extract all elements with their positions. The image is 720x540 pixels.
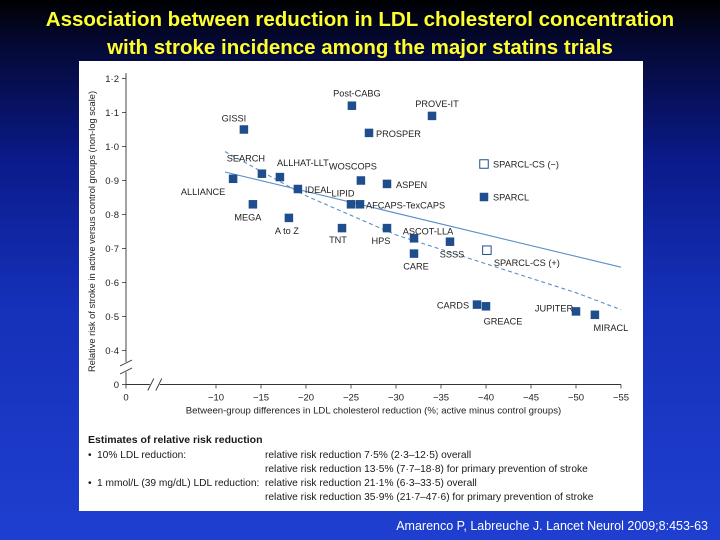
- estimates-row-label: 10% LDL reduction:: [97, 450, 187, 461]
- estimates-row-text: relative risk reduction 35·9% (21·7–47·6…: [265, 492, 594, 503]
- y-tick-label: 1·1: [105, 108, 119, 119]
- point-label-prove-it: PROVE-IT: [415, 99, 459, 109]
- slide-title-line2: with stroke incidence among the major st…: [107, 36, 613, 59]
- y-tick-label: 0·8: [105, 210, 119, 221]
- point-prove-it: [427, 111, 437, 121]
- point-label-care: CARE: [403, 262, 429, 272]
- estimates-bullet: •: [88, 450, 92, 461]
- point-lipid: [346, 200, 356, 209]
- x-axis-break-slash: [155, 378, 163, 391]
- point-label-prosper: PROSPER: [376, 129, 421, 139]
- point-label-a-to-z: A to Z: [275, 226, 299, 236]
- point-label-afcaps-texcaps: AFCAPS-TexCAPS: [366, 200, 445, 210]
- point-miracl: [590, 310, 600, 320]
- x-tick-label: −20: [298, 393, 314, 404]
- y-tick-label: 0: [114, 380, 119, 391]
- point-label-cards: CARDS: [437, 301, 469, 311]
- y-tick-label: 0·5: [105, 312, 119, 323]
- point-ssss: [445, 237, 455, 246]
- point-search: [257, 169, 267, 178]
- y-tick-label: 1·0: [105, 142, 119, 153]
- x-tick-label: −45: [523, 393, 539, 404]
- point-label-miracl: MIRACL: [594, 323, 629, 333]
- point-woscops: [356, 176, 366, 185]
- y-tick-label: 0·9: [105, 176, 119, 187]
- legend-marker-sparcl: [479, 192, 489, 202]
- point-care: [409, 249, 419, 258]
- point-label-sparcl-cs: SPARCL-CS (+): [494, 258, 560, 268]
- point-prosper: [364, 128, 374, 138]
- point-label-ascot-lla: ASCOT-LLA: [403, 226, 454, 236]
- slide-title: Association between reduction in LDL cho…: [0, 6, 720, 62]
- point-label-gissi: GISSI: [222, 114, 247, 124]
- point-label-woscops: WOSCOPS: [329, 162, 377, 172]
- point-allhat-llt: [275, 172, 285, 182]
- x-axis-label: Between-group differences in LDL cholest…: [186, 406, 561, 417]
- y-tick-label: 0·6: [105, 278, 119, 289]
- x-axis-break-gap: [149, 381, 160, 388]
- legend-label-sparcl: SPARCL: [493, 193, 529, 203]
- point-aspen: [382, 179, 392, 189]
- point-jupiter: [571, 307, 581, 316]
- point-label-ideal: IDEAL: [305, 185, 332, 195]
- point-label-lipid: LIPID: [332, 188, 355, 198]
- point-gissi: [239, 125, 249, 134]
- estimates-row-text: relative risk reduction 13·5% (7·7–18·8)…: [265, 464, 588, 475]
- x-tick-label: 0: [123, 393, 128, 404]
- y-axis-label: Relative risk of stroke in active versus…: [87, 91, 97, 372]
- x-tick-label: −15: [253, 393, 269, 404]
- x-axis-break-slash: [147, 378, 155, 391]
- point-ideal: [293, 184, 303, 194]
- slide-title-line1: Association between reduction in LDL cho…: [45, 8, 675, 31]
- y-axis-break-gap: [123, 362, 129, 372]
- dashed-fit-line: [224, 151, 622, 311]
- estimates-row-text: relative risk reduction 7·5% (2·3–12·5) …: [265, 450, 472, 461]
- estimates-row-text: relative risk reduction 21·1% (6·3–33·5)…: [265, 478, 477, 489]
- legend-marker-sparcl-cs: [479, 159, 489, 169]
- x-tick-label: −10: [208, 393, 224, 404]
- point-label-allhat-llt: ALLHAT-LLT: [277, 158, 329, 168]
- point-label-greace: GREACE: [484, 316, 523, 326]
- legend-label-sparcl-cs: SPARCL-CS (−): [493, 160, 559, 170]
- x-tick-label: −35: [433, 393, 449, 404]
- point-a-to-z: [284, 213, 294, 223]
- point-post-cabg: [347, 101, 357, 110]
- point-afcaps-texcaps: [355, 200, 365, 209]
- x-tick-label: −30: [388, 393, 404, 404]
- point-hps: [382, 223, 392, 233]
- citation: Amarenco P, Labreuche J. Lancet Neurol 2…: [396, 519, 708, 533]
- point-mega: [248, 200, 258, 209]
- point-alliance: [228, 174, 238, 184]
- point-label-hps: HPS: [372, 236, 391, 246]
- estimates-heading: Estimates of relative risk reduction: [88, 434, 263, 446]
- y-tick-label: 0·4: [105, 346, 119, 357]
- estimates-box: Estimates of relative risk reduction • 10…: [83, 434, 641, 509]
- point-label-ssss: SSSS: [440, 250, 465, 260]
- point-label-search: SEARCH: [227, 154, 265, 164]
- point-ascot-lla: [409, 234, 419, 243]
- point-sparcl-cs: [482, 245, 492, 255]
- y-tick-label: 1·2: [105, 74, 119, 85]
- point-cards: [472, 300, 482, 309]
- x-tick-label: −25: [343, 393, 359, 404]
- point-tnt: [337, 223, 347, 233]
- y-tick-label: 0·7: [105, 244, 119, 255]
- point-greace: [481, 302, 491, 311]
- estimates-row-label: 1 mmol/L (39 mg/dL) LDL reduction:: [97, 478, 260, 489]
- point-label-mega: MEGA: [234, 212, 262, 222]
- point-label-post-cabg: Post-CABG: [333, 89, 380, 99]
- y-axis-break-slash: [119, 367, 133, 375]
- point-label-jupiter: JUPITER: [535, 303, 574, 313]
- solid-fit-line: [224, 171, 622, 268]
- chart-panel: 0 0·4 0·5 0·6 0·7 0·8 0·9 1·0 1·1 1·2 0 −10 −15 −20 −2…: [79, 61, 643, 511]
- point-label-alliance: ALLIANCE: [181, 187, 225, 197]
- x-tick-label: −50: [568, 393, 584, 404]
- x-tick-label: −40: [478, 393, 494, 404]
- scatter-chart: 0 0·4 0·5 0·6 0·7 0·8 0·9 1·0 1·1 1·2 0 −10 −15 −20 −2…: [87, 73, 629, 417]
- point-label-aspen: ASPEN: [396, 180, 427, 190]
- y-axis-break-slash: [119, 359, 133, 367]
- point-label-tnt: TNT: [329, 235, 347, 245]
- x-tick-label: −55: [613, 393, 629, 404]
- estimates-bullet: •: [88, 478, 92, 489]
